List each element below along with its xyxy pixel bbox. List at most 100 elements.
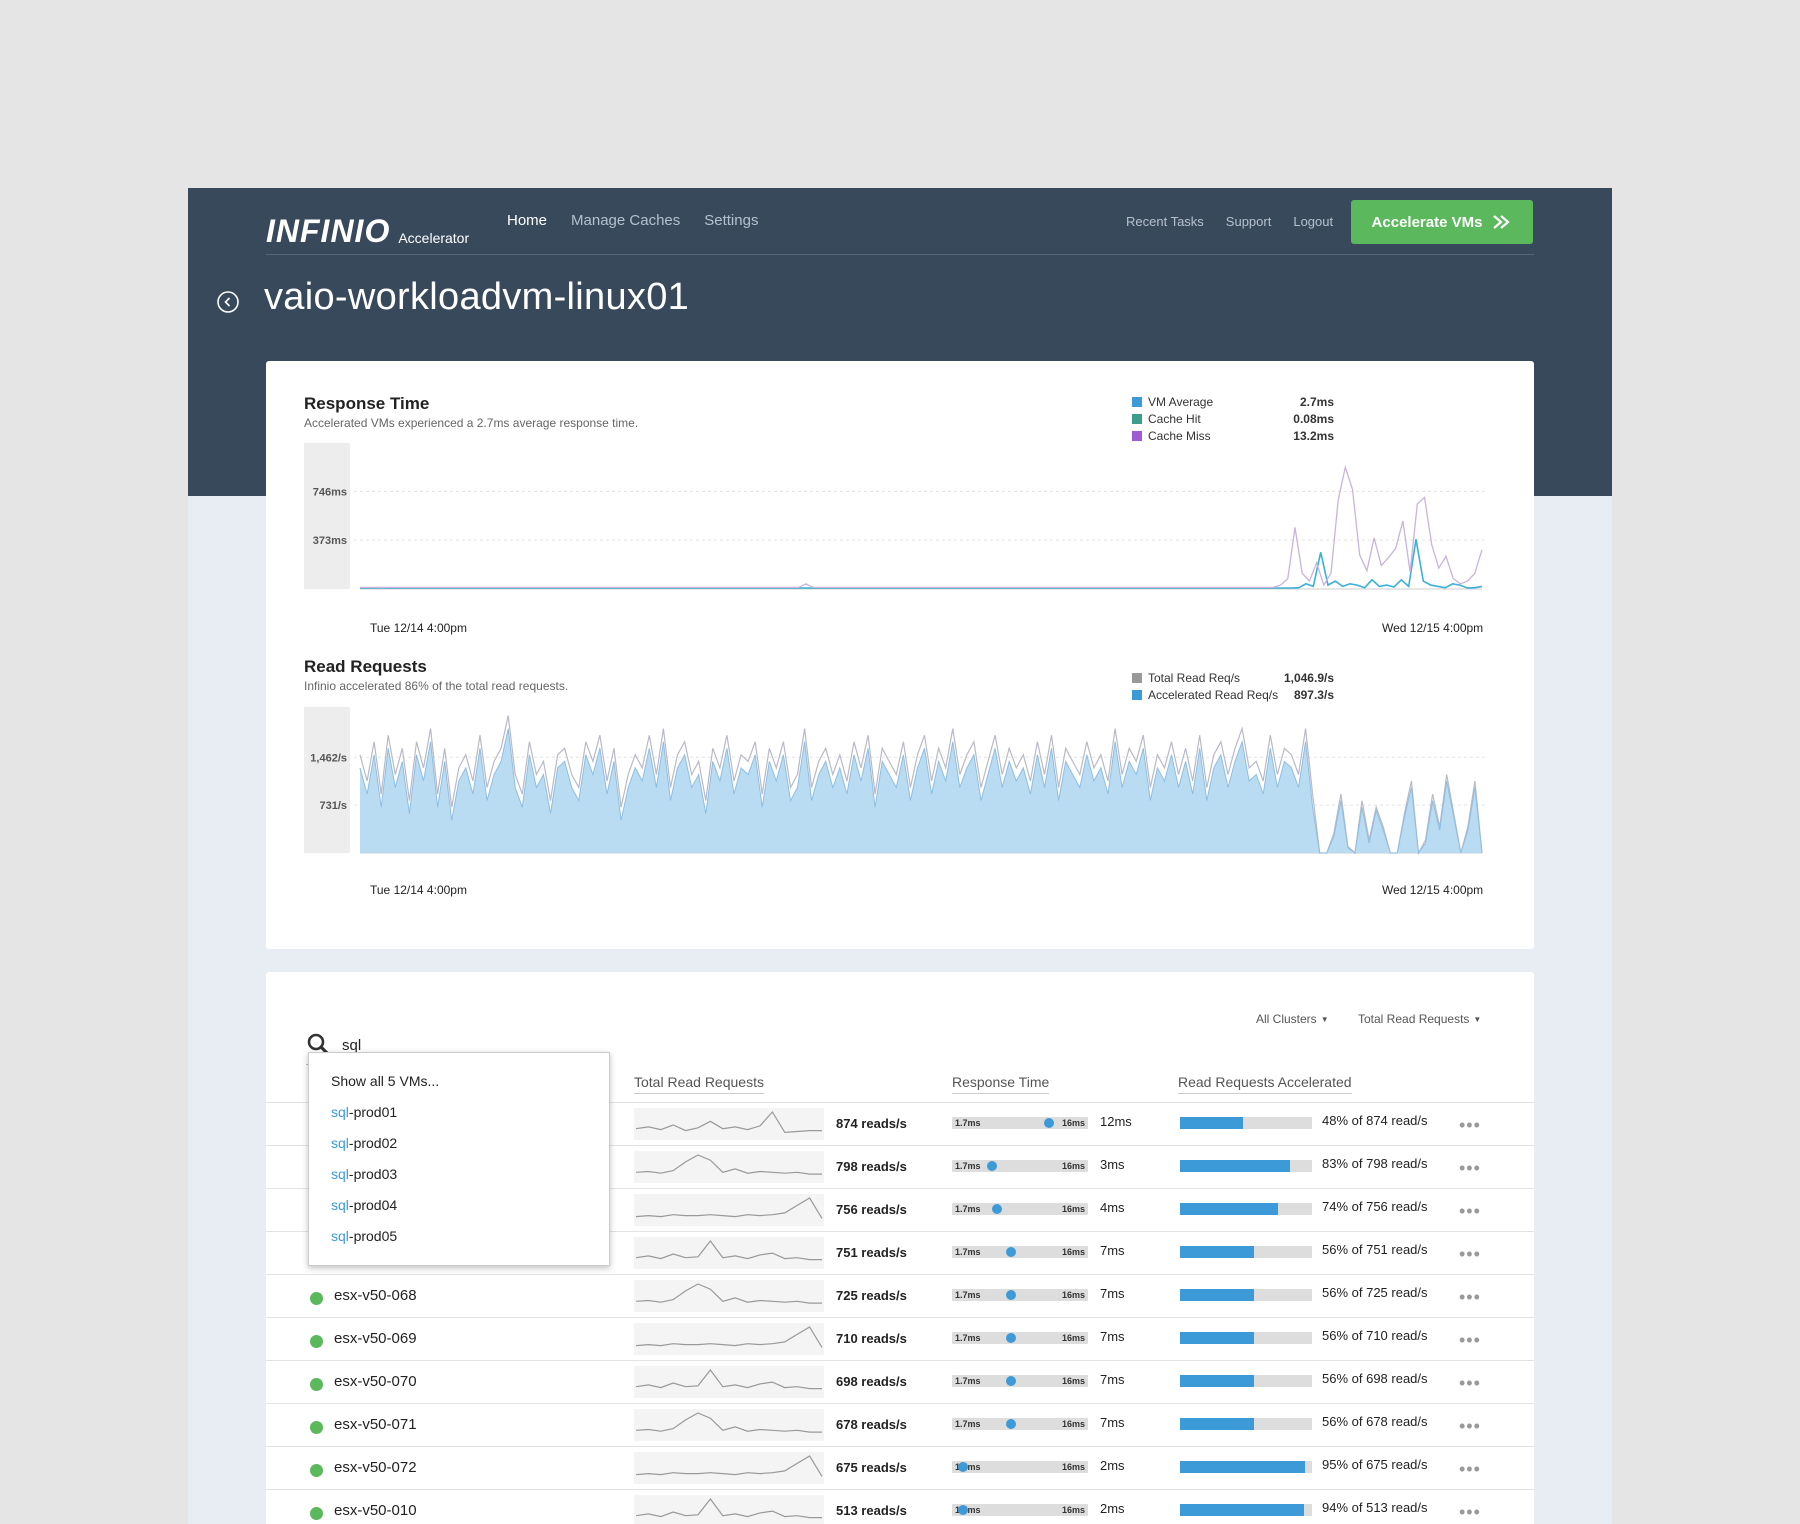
response-time-marker [1006,1419,1017,1429]
total-read-requests-value: 675 reads/s [836,1460,907,1475]
table-row[interactable]: 798 reads/s 1.7ms 16ms 3ms 83% of 798 read/s… [266,1146,1534,1189]
response-time-range: 1.7ms 16ms [952,1160,1088,1172]
accelerate-vms-button[interactable]: Accelerate VMs [1351,200,1533,244]
total-read-requests-value: 798 reads/s [836,1159,907,1174]
ellipsis-icon[interactable]: ••• [1459,1115,1481,1135]
back-circle-icon[interactable] [217,291,239,313]
legend-label: Total Read Req/s [1148,670,1241,685]
legend-swatch [1132,413,1142,424]
accelerated-progress [1180,1332,1312,1344]
vm-name[interactable]: esx-v50-010 [334,1502,417,1519]
table-row[interactable]: 751 reads/s 1.7ms 16ms 7ms 56% of 751 read/s… [266,1232,1534,1275]
vm-name[interactable]: esx-v50-069 [334,1330,417,1347]
ellipsis-icon[interactable]: ••• [1459,1201,1481,1221]
legend-accelerated-read: Accelerated Read Req/s 897.3/s [1132,686,1334,703]
accelerated-text: 94% of 513 read/s [1322,1500,1428,1515]
response-time-max: 16ms [1061,1161,1085,1171]
read-requests-legend: Total Read Req/s 1,046.9/s Accelerated Re… [1132,669,1334,703]
response-time-marker [992,1204,1003,1214]
total-read-requests-value: 756 reads/s [836,1202,907,1217]
ellipsis-icon[interactable]: ••• [1459,1502,1481,1522]
ellipsis-icon[interactable]: ••• [1459,1287,1481,1307]
row-divider [266,1317,1534,1318]
accelerated-progress [1180,1504,1312,1516]
app-window: INFINIO Accelerator Home Manage Caches S… [188,188,1612,1524]
accelerated-progress [1180,1203,1312,1215]
response-time-marker [1006,1247,1017,1257]
table-row[interactable]: 756 reads/s 1.7ms 16ms 4ms 74% of 756 read/s… [266,1189,1534,1232]
caret-down-icon: ▼ [1320,1015,1329,1025]
ellipsis-icon[interactable]: ••• [1459,1373,1481,1393]
ellipsis-icon[interactable]: ••• [1459,1158,1481,1178]
response-time-value: 3ms [1100,1157,1125,1172]
vm-name[interactable]: esx-v50-070 [334,1373,417,1390]
rt-plot-svg: 746ms 373ms [304,443,1486,590]
accelerated-text: 56% of 710 read/s [1322,1328,1428,1343]
vm-status-icon [310,1507,323,1520]
suggestion-item[interactable]: sql-prod05 [331,1228,397,1244]
ellipsis-icon[interactable]: ••• [1459,1244,1481,1264]
ellipsis-icon[interactable]: ••• [1459,1416,1481,1436]
filter-sort-total-read[interactable]: Total Read Requests ▼ [1358,1012,1481,1026]
series-area-1 [360,728,1482,853]
accelerated-progress [1180,1160,1312,1172]
nav-support[interactable]: Support [1225,214,1272,229]
total-read-requests-value: 678 reads/s [836,1417,907,1432]
accelerated-progress-fill [1180,1117,1244,1129]
vm-name[interactable]: esx-v50-072 [334,1459,417,1476]
response-time-value: 12ms [1100,1114,1132,1129]
legend-cache-hit: Cache Hit 0.08ms [1132,410,1334,427]
series-line-0 [359,715,1483,856]
accelerated-progress-fill [1180,1461,1306,1473]
row-divider [266,1489,1534,1490]
total-read-requests-value: 751 reads/s [836,1245,907,1260]
legend-label: Accelerated Read Req/s [1148,687,1279,702]
legend-value: 1,046.9/s [1283,670,1334,685]
nav-home[interactable]: Home [507,212,548,229]
col-response-time[interactable]: Response Time [952,1074,1050,1094]
accelerated-progress-fill [1180,1246,1254,1258]
nav-manage-caches[interactable]: Manage Caches [571,212,681,229]
total-read-requests-value: 874 reads/s [836,1116,907,1131]
response-time-value: 2ms [1100,1458,1125,1473]
read-requests-sparkline [634,1366,824,1398]
vm-name[interactable]: esx-v50-068 [334,1287,417,1304]
ellipsis-icon[interactable]: ••• [1459,1459,1481,1479]
filter-all-clusters[interactable]: All Clusters ▼ [1256,1012,1329,1026]
legend-label: Cache Miss [1148,428,1211,443]
logo[interactable]: INFINIO Accelerator [266,206,469,248]
table-row[interactable]: esx-v50-070 698 reads/s 1.7ms 16ms 7ms 56% of… [266,1361,1534,1404]
nav-recent-tasks[interactable]: Recent Tasks [1126,214,1204,229]
response-time-marker [958,1462,969,1472]
legend-value: 897.3/s [1293,687,1334,702]
accelerated-text: 56% of 678 read/s [1322,1414,1428,1429]
table-row[interactable]: esx-v50-071 678 reads/s 1.7ms 16ms 7ms 56% of… [266,1404,1534,1447]
legend-swatch [1132,430,1142,441]
suggestion-item[interactable]: sql-prod02 [331,1135,397,1151]
vm-name[interactable]: esx-v50-071 [334,1416,417,1433]
suggestion-item[interactable]: sql-prod04 [331,1197,397,1213]
nav-logout[interactable]: Logout [1293,214,1334,229]
response-time-range: 1.7ms 16ms [952,1375,1088,1387]
col-read-requests-accelerated[interactable]: Read Requests Accelerated [1178,1074,1352,1094]
legend-swatch [1132,672,1142,683]
total-read-requests-value: 698 reads/s [836,1374,907,1389]
nav-settings[interactable]: Settings [704,212,759,229]
response-time-range: 1.7ms 16ms [952,1203,1088,1215]
table-row[interactable]: esx-v50-068 725 reads/s 1.7ms 16ms 7ms 56% of… [266,1275,1534,1318]
ellipsis-icon[interactable]: ••• [1459,1330,1481,1350]
table-row[interactable]: esx-v50-069 710 reads/s 1.7ms 16ms 7ms 56% of… [266,1318,1534,1361]
table-row[interactable]: 874 reads/s 1.7ms 16ms 12ms 48% of 874 read/… [266,1103,1534,1146]
col-total-read-requests[interactable]: Total Read Requests [634,1074,764,1094]
suggestion-item[interactable]: sql-prod03 [331,1166,397,1182]
charts-card: Response Time Accelerated VMs experience… [266,361,1534,949]
suggestion-item[interactable]: sql-prod01 [331,1104,397,1120]
read-requests-chart: 1,462/s 731/s [304,707,1496,873]
suggestion-show-all[interactable]: Show all 5 VMs... [331,1073,440,1089]
accelerated-progress-fill [1180,1332,1254,1344]
response-time-marker [987,1161,998,1171]
suggestion-rest: -prod05 [348,1228,398,1244]
response-time-x-end: Wed 12/15 4:00pm [1382,621,1484,635]
